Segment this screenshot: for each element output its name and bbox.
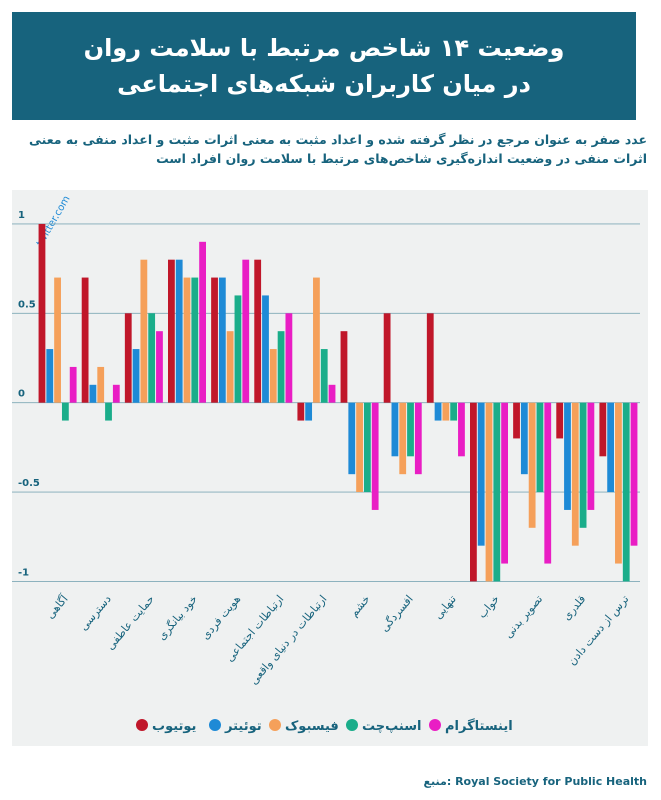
bar [615, 402, 622, 564]
bar [442, 402, 450, 421]
legend-swatch [346, 719, 358, 731]
bar [450, 402, 458, 421]
legend-label: توئیتر [224, 719, 262, 734]
bar [340, 331, 348, 403]
bar [458, 402, 465, 457]
bar [556, 402, 564, 439]
bar [226, 331, 234, 403]
bar [81, 277, 89, 403]
bar [544, 402, 552, 564]
bar [426, 313, 434, 403]
bar [105, 402, 112, 421]
bar [305, 402, 313, 421]
bar [363, 402, 371, 493]
source-label: منبع: [423, 775, 452, 788]
legend-swatch [209, 719, 221, 731]
bar [371, 402, 379, 510]
bar [112, 384, 120, 403]
bar [587, 402, 595, 510]
bar [69, 366, 77, 403]
legend-label: اینستاگرام [445, 718, 513, 734]
legend-swatch [136, 719, 148, 731]
bar [501, 402, 508, 564]
bar [470, 402, 477, 582]
bar [89, 384, 97, 403]
y-tick-label: -0.5 [18, 478, 40, 489]
legend-swatch [429, 719, 441, 731]
bar [140, 259, 148, 403]
bar [356, 402, 363, 493]
bar [520, 402, 528, 475]
bar [407, 402, 414, 457]
bar [46, 349, 54, 403]
bar [132, 349, 140, 403]
bar [528, 402, 536, 528]
chart-title: وضعیت ۱۴ شاخص مرتبط با سلامت روان در میا… [83, 34, 565, 98]
bar [513, 402, 520, 439]
bar [622, 402, 630, 582]
subtitle: عدد صفر به عنوان مرجع در نظر گرفته شده و… [29, 132, 647, 166]
bar [183, 277, 191, 403]
bar [124, 313, 132, 403]
y-tick-label: 0 [18, 389, 25, 400]
bar [262, 295, 269, 403]
bar [218, 277, 226, 403]
y-tick-label: 0.5 [18, 299, 36, 310]
bar [54, 277, 61, 403]
bar [320, 349, 328, 403]
bar [477, 402, 485, 546]
bar [38, 223, 46, 403]
bar [434, 402, 442, 421]
bar [313, 277, 320, 403]
bar [175, 259, 183, 403]
legend-label: فیسبوک [285, 719, 339, 734]
bar [269, 349, 277, 403]
bar [383, 313, 391, 403]
bar [630, 402, 638, 546]
y-tick-label: -1 [18, 567, 29, 578]
bar [328, 384, 336, 403]
plot-background [12, 190, 648, 746]
bar [211, 277, 218, 403]
bar [493, 402, 501, 582]
bar [399, 402, 407, 475]
bar [536, 402, 544, 493]
bar [199, 241, 206, 403]
bar [97, 366, 105, 403]
bar [579, 402, 587, 528]
bar [571, 402, 579, 546]
bar [242, 259, 250, 403]
y-tick-label: 1 [18, 210, 25, 221]
legend-label: اسنپ‌چت [362, 719, 421, 734]
bar [297, 402, 305, 421]
bar [254, 259, 262, 403]
bar [191, 277, 199, 403]
bar [564, 402, 571, 510]
bar [61, 402, 69, 421]
bar [485, 402, 493, 582]
legend-swatch [269, 719, 281, 731]
bar [168, 259, 175, 403]
bar [414, 402, 422, 475]
source: منبع: Royal Society for Public Health [424, 775, 647, 788]
header: وضعیت ۱۴ شاخص مرتبط با سلامت روان در میا… [12, 12, 636, 120]
bar [148, 313, 156, 403]
bar [348, 402, 356, 475]
bar [234, 295, 242, 403]
bar [391, 402, 399, 457]
bar [156, 331, 163, 403]
bar [277, 331, 285, 403]
source-text: Royal Society for Public Health [455, 775, 647, 788]
legend-label: یوتیوب [152, 719, 196, 734]
bar [607, 402, 615, 493]
bar [285, 313, 293, 403]
bar [599, 402, 607, 457]
